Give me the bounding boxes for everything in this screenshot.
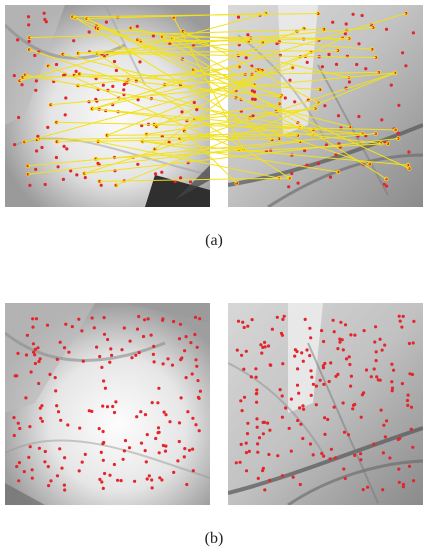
palm-image-b-left [5, 303, 210, 505]
palm-image-b-right [228, 303, 423, 505]
caption-b: (b) [204, 530, 224, 547]
caption-a: (a) [205, 232, 223, 249]
palm-image-a-left [5, 5, 210, 207]
palm-image-a-right [228, 5, 423, 207]
